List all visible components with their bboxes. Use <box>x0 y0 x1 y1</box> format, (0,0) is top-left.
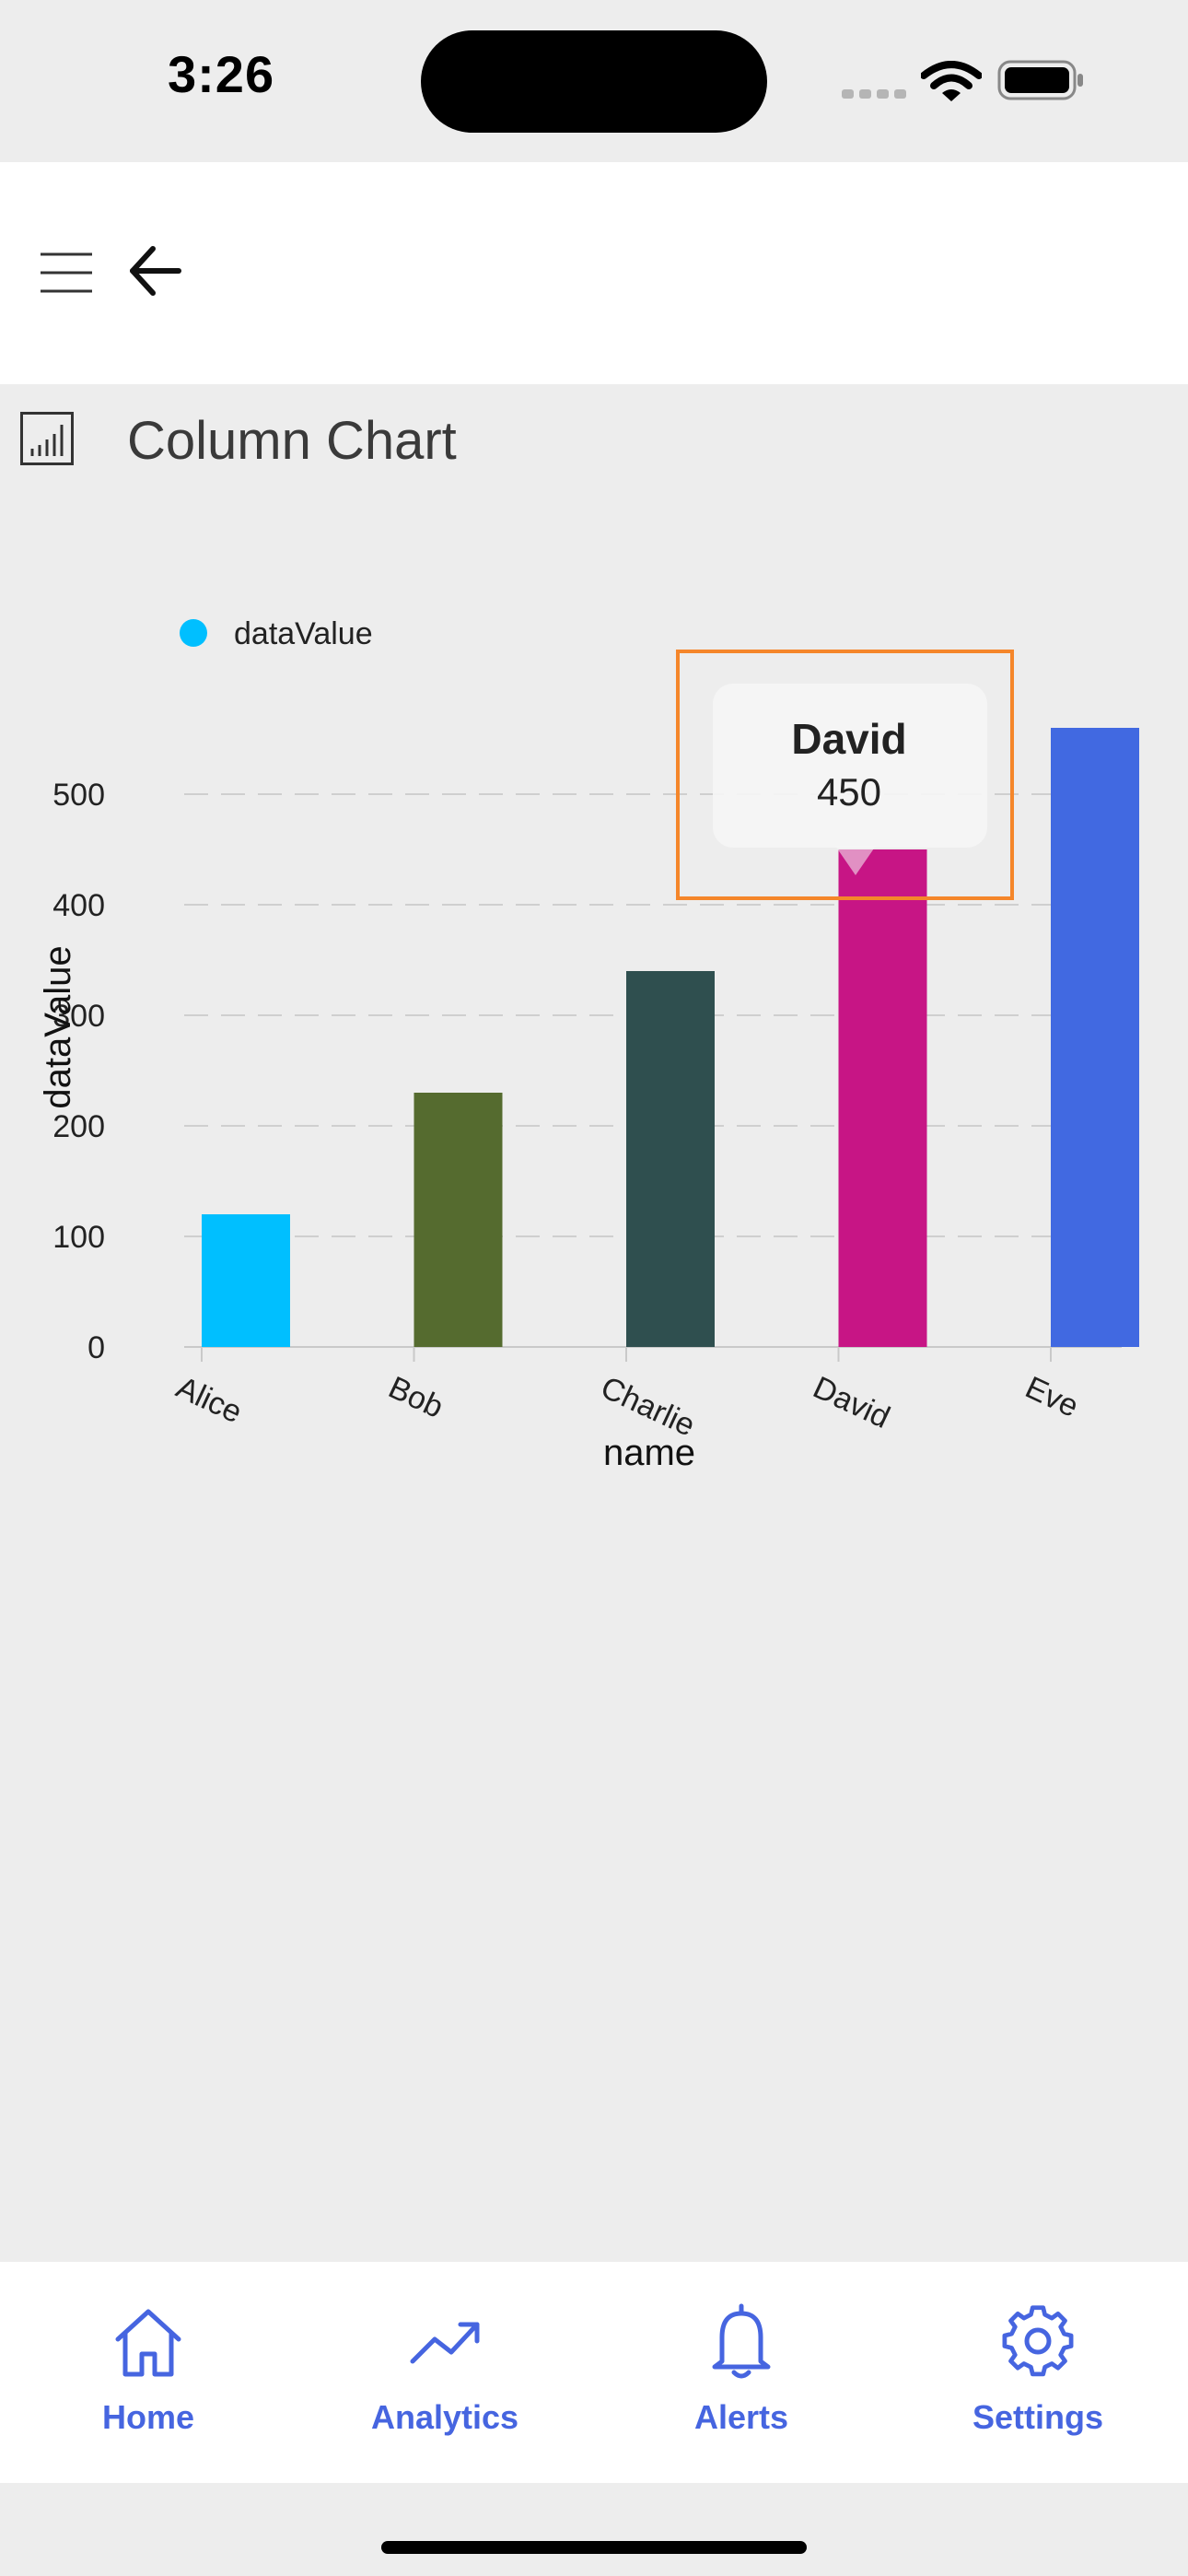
y-tick-label: 400 <box>52 888 105 923</box>
x-tick-label: Eve <box>1020 1370 1084 1424</box>
tab-analytics[interactable]: Analytics <box>297 2262 593 2483</box>
battery-icon <box>997 60 1083 100</box>
legend-label: dataValue <box>234 616 373 651</box>
tab-label-alerts: Alerts <box>693 2398 789 2436</box>
y-tick-label: 0 <box>87 1330 105 1365</box>
bar-alice[interactable] <box>202 1214 290 1347</box>
wifi-icon <box>921 61 982 101</box>
tab-label-home: Home <box>101 2398 195 2436</box>
back-arrow-icon[interactable] <box>125 241 184 300</box>
y-tick-label: 100 <box>52 1220 105 1255</box>
tab-label-analytics: Analytics <box>370 2398 519 2436</box>
page-title: Column Chart <box>127 411 457 471</box>
x-axis-ticks: Alice Bob Charlie David Eve <box>171 1347 1084 1444</box>
tab-alerts[interactable]: Alerts <box>593 2262 890 2483</box>
page-header: Column Chart <box>0 384 1188 504</box>
status-time: 3:26 <box>168 45 275 103</box>
dynamic-island <box>421 30 767 133</box>
analytics-icon <box>410 2322 480 2364</box>
menu-icon[interactable] <box>37 247 96 299</box>
bar-bob[interactable] <box>413 1093 503 1347</box>
tab-bar: Home Analytics Alerts Settings <box>0 2262 1188 2483</box>
bar-chart-icon <box>20 412 74 465</box>
y-tick-label: 300 <box>52 999 105 1034</box>
y-tick-label: 500 <box>52 778 105 813</box>
y-axis-ticks: 0 100 200 300 400 500 <box>52 778 105 1365</box>
highlight-box <box>676 650 1014 900</box>
tooltip-category: David <box>791 715 906 763</box>
x-tick-label: Alice <box>171 1370 248 1431</box>
y-tick-label: 200 <box>52 1109 105 1144</box>
navigation-bar <box>0 162 1188 384</box>
gear-icon <box>1002 2305 1074 2377</box>
bar-eve[interactable] <box>1051 728 1139 1347</box>
y-axis-title: dataValue <box>38 945 78 1108</box>
tooltip-value: 450 <box>817 770 881 814</box>
legend-marker <box>180 619 207 647</box>
tooltip: David 450 <box>713 684 987 875</box>
tab-settings[interactable]: Settings <box>890 2262 1186 2483</box>
x-tick-label: Bob <box>383 1370 448 1425</box>
tab-label-settings: Settings <box>972 2398 1103 2436</box>
bar-david[interactable] <box>838 849 927 1347</box>
cellular-signal-icon <box>842 87 912 103</box>
tooltip-box <box>713 684 987 848</box>
bars <box>202 728 1139 1347</box>
bell-icon <box>712 2303 771 2379</box>
x-axis-title: name <box>603 1433 695 1473</box>
home-indicator <box>381 2541 807 2554</box>
bar-charlie[interactable] <box>626 971 715 1347</box>
x-tick-label: David <box>808 1370 895 1435</box>
tooltip-pointer <box>835 846 876 875</box>
status-bar: 3:26 <box>0 0 1188 162</box>
tab-home[interactable]: Home <box>0 2262 297 2483</box>
home-icon <box>115 2309 181 2377</box>
